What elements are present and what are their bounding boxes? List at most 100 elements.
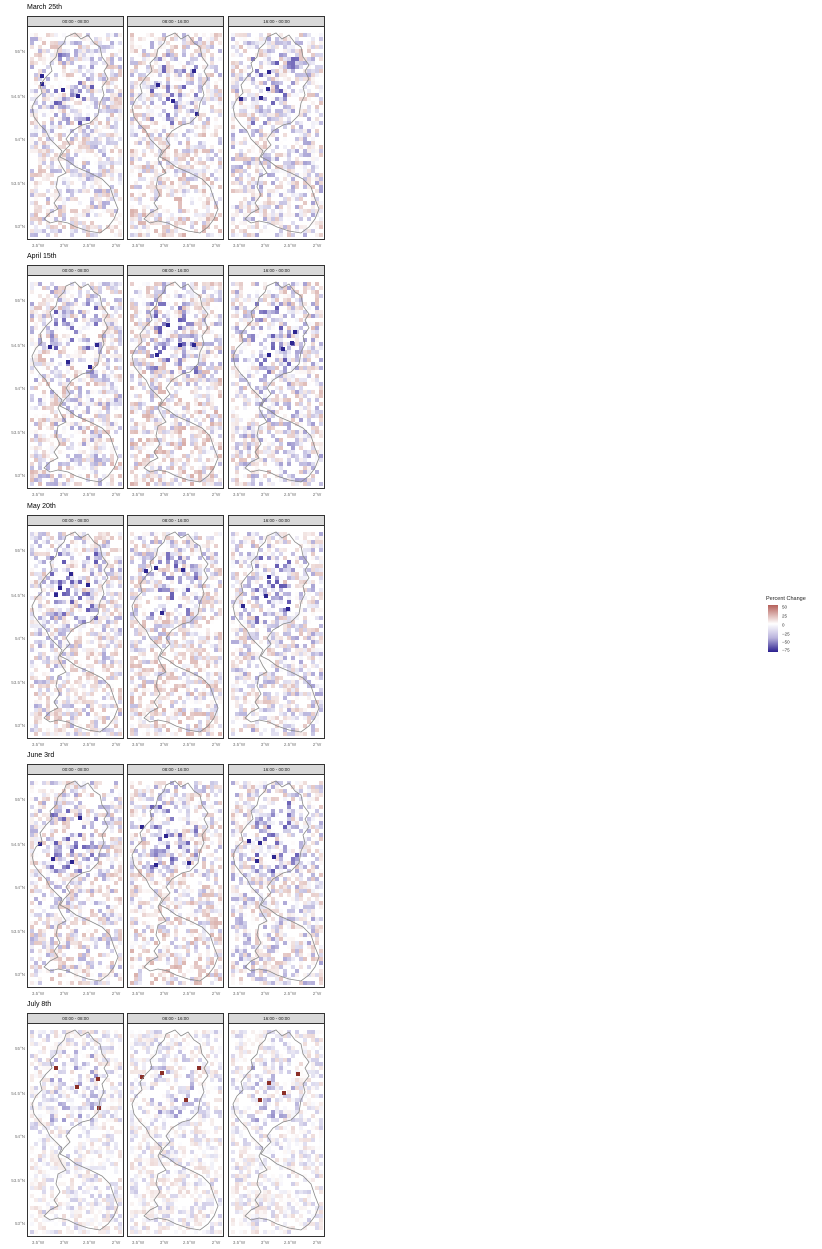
heat-cell <box>202 225 206 229</box>
heat-cell <box>307 109 311 113</box>
heat-cell <box>42 418 46 422</box>
heat-cell <box>315 366 319 370</box>
heat-cell <box>198 462 202 466</box>
heat-cell <box>291 326 295 330</box>
heat-cell <box>271 61 275 65</box>
heat-cell <box>82 466 86 470</box>
heat-cell <box>86 97 90 101</box>
heat-cell <box>154 378 158 382</box>
heat-cell <box>106 640 110 644</box>
heat-cell <box>58 434 62 438</box>
heat-cell <box>214 117 218 121</box>
heat-cell <box>82 49 86 53</box>
heat-cell <box>267 37 271 41</box>
heat-cell <box>247 342 251 346</box>
heat-cell <box>287 41 291 45</box>
heat-cell <box>150 85 154 89</box>
heat-cell <box>218 462 222 466</box>
heat-cell <box>110 326 114 330</box>
heat-cell <box>190 185 194 189</box>
heat-cell <box>214 314 218 318</box>
heat-cell <box>70 189 74 193</box>
heat-cell <box>98 290 102 294</box>
heat-cell <box>62 105 66 109</box>
heat-cell <box>307 149 311 153</box>
heat-cell <box>239 418 243 422</box>
heat-cell <box>138 394 142 398</box>
heat-cell <box>263 446 267 450</box>
heat-cell <box>82 322 86 326</box>
heat-cell <box>202 290 206 294</box>
heat-cell <box>42 616 46 620</box>
heat-cell <box>247 181 251 185</box>
heat-cell <box>194 434 198 438</box>
heat-cell <box>295 57 299 61</box>
heat-cell <box>42 141 46 145</box>
heat-cell <box>210 173 214 177</box>
heat-cell <box>98 462 102 466</box>
heat-cell <box>231 434 235 438</box>
heat-cell <box>114 322 118 326</box>
heat-cell <box>70 73 74 77</box>
heat-cell <box>110 157 114 161</box>
heat-cell <box>299 77 303 81</box>
heat-cell <box>239 205 243 209</box>
heat-cell <box>251 181 255 185</box>
heat-cell <box>214 109 218 113</box>
heat-cell <box>50 157 54 161</box>
heat-cell <box>235 286 239 290</box>
heat-cell <box>70 446 74 450</box>
heat-cell <box>287 302 291 306</box>
heat-cell <box>70 181 74 185</box>
heat-cell <box>295 129 299 133</box>
heat-cell <box>46 612 50 616</box>
heat-cell <box>182 306 186 310</box>
heat-cell <box>218 290 222 294</box>
heat-cell <box>34 454 38 458</box>
heat-cell <box>206 342 210 346</box>
heat-cell <box>102 125 106 129</box>
heat-cell <box>174 117 178 121</box>
heat-cell <box>78 310 82 314</box>
heat-cell <box>319 454 323 458</box>
heat-cell <box>138 213 142 217</box>
heat-cell <box>283 105 287 109</box>
heat-cell <box>239 61 243 65</box>
heat-cell <box>307 185 311 189</box>
heat-cell <box>142 101 146 105</box>
heat-cell <box>271 450 275 454</box>
heat-cell <box>34 354 38 358</box>
heat-cell <box>218 394 222 398</box>
heat-cell <box>118 482 122 486</box>
heat-cell <box>106 374 110 378</box>
heat-cell <box>271 458 275 462</box>
heat-cell <box>174 133 178 137</box>
heat-cell <box>178 442 182 446</box>
heat-cell <box>158 370 162 374</box>
heat-cell <box>206 354 210 358</box>
heat-cell <box>295 306 299 310</box>
heat-cell <box>150 81 154 85</box>
heat-cell <box>315 177 319 181</box>
heat-cell <box>267 229 271 233</box>
heat-cell <box>82 430 86 434</box>
heat-cell <box>154 482 158 486</box>
heat-cell <box>214 169 218 173</box>
heat-cell <box>74 145 78 149</box>
heat-cell <box>319 282 323 286</box>
heat-cell <box>82 600 86 604</box>
heat-cell <box>110 205 114 209</box>
heat-cell <box>267 310 271 314</box>
heat-cell <box>102 161 106 165</box>
heat-cell <box>267 70 271 74</box>
heat-cell <box>202 141 206 145</box>
heat-cell <box>82 548 86 552</box>
panel-strip-label: 16:00 - 00:00 <box>229 17 324 27</box>
heat-cell <box>271 398 275 402</box>
heat-cell <box>66 153 70 157</box>
heat-cell <box>255 282 259 286</box>
heat-cell <box>110 117 114 121</box>
heat-cell <box>218 165 222 169</box>
heat-cell <box>142 458 146 462</box>
heat-cell <box>110 338 114 342</box>
